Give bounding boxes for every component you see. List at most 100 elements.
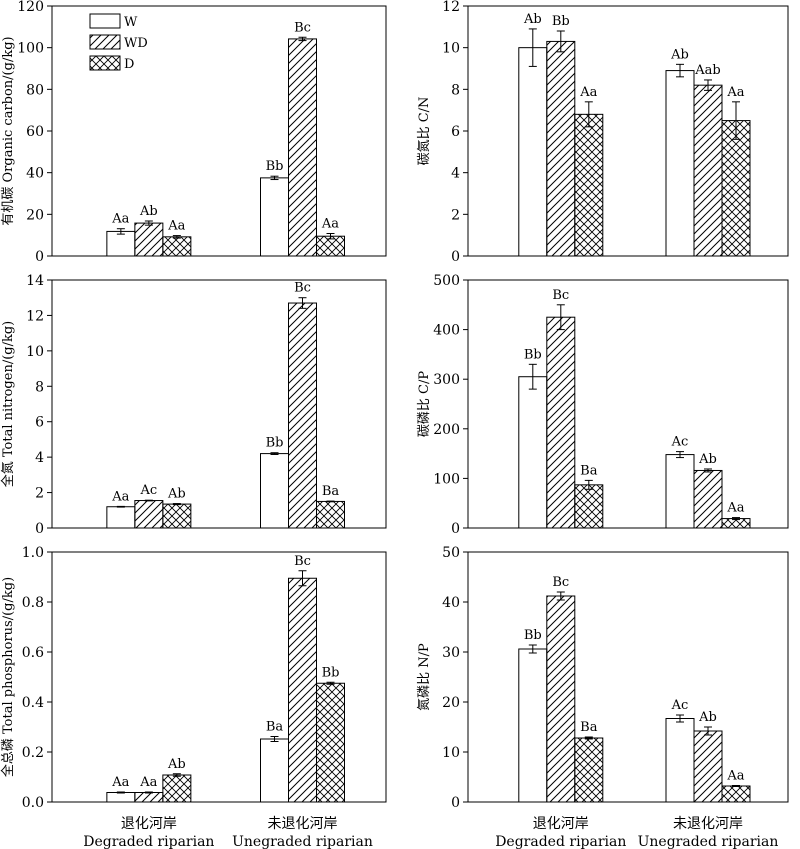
- bar-wd: [288, 38, 317, 257]
- bar-wd: [693, 730, 723, 803]
- y-tick-label: 20: [442, 695, 460, 711]
- panel-4: 0 100 200 300 400 500 碳磷比 C/P Bb Bc Ba Ac Ab Aa: [417, 273, 789, 537]
- panel-2: 0 2 4 6 8 10 12 碳氮比 C/N Ab Bb Aa Ab Aab Aa: [417, 0, 789, 265]
- bar-wd: [693, 469, 723, 529]
- significance-label: Ba: [580, 463, 598, 478]
- bar-w: [106, 506, 136, 529]
- bar-w: [665, 718, 695, 803]
- significance-label: Ab: [523, 12, 542, 27]
- bar-wd: [546, 40, 576, 257]
- significance-label: Aa: [167, 219, 185, 234]
- significance-label: Ab: [167, 487, 186, 502]
- significance-label: Aa: [111, 212, 129, 227]
- y-tick-label: 200: [433, 422, 460, 438]
- significance-label: Bb: [552, 14, 570, 29]
- panel-5: 0.0 0.2 0.4 0.6 0.8 1.0 全总磷 Total phosphorus/(…: [0, 545, 387, 811]
- bar-wd: [134, 222, 164, 257]
- y-tick-label: 0: [451, 521, 460, 537]
- bar-wd: [134, 792, 164, 803]
- y-tick-label: 100: [433, 471, 460, 487]
- y-tick-label: 12: [26, 308, 44, 324]
- y-tick-label: 10: [26, 344, 44, 360]
- y-tick-label: 2: [35, 486, 44, 502]
- y-tick-label: 6: [451, 124, 460, 140]
- y-tick-label: 10: [442, 41, 460, 57]
- significance-label: Bc: [294, 554, 311, 569]
- y-tick-label: 500: [433, 273, 460, 289]
- bar-wd: [546, 595, 576, 803]
- y-tick-label: 4: [35, 450, 44, 466]
- significance-label: Ba: [322, 484, 340, 499]
- y-tick-label: 0: [35, 249, 44, 265]
- significance-label: Bc: [294, 281, 311, 296]
- plot-frame: [467, 551, 789, 803]
- significance-label: Bc: [552, 575, 569, 590]
- bar-d: [162, 774, 192, 803]
- x-category-label-cn: 退化河岸: [533, 816, 589, 832]
- significance-label: Aa: [321, 217, 339, 232]
- y-tick-label: 50: [442, 545, 460, 561]
- y-tick-label: 0.6: [22, 645, 44, 661]
- significance-label: Ab: [670, 47, 689, 62]
- y-tick-label: 40: [442, 595, 460, 611]
- significance-label: Ba: [266, 720, 284, 735]
- significance-label: Bb: [266, 159, 284, 174]
- y-tick-label: 0: [35, 521, 44, 537]
- bar-d: [574, 113, 604, 257]
- legend-swatch-w: [89, 13, 121, 29]
- bar-w: [106, 230, 136, 257]
- y-axis-title: 有机碳 Organic carbon/(g/kg): [1, 36, 16, 225]
- y-tick-label: 300: [433, 372, 460, 388]
- legend-swatch-wd: [89, 34, 121, 50]
- y-axis-title: 全总磷 Total phosphorus/(g/kg): [0, 577, 16, 777]
- bar-wd: [288, 577, 317, 803]
- y-tick-label: 120: [17, 0, 44, 15]
- y-axis-title: 碳氮比 C/N: [417, 97, 432, 166]
- bar-w: [665, 454, 695, 529]
- y-tick-label: 14: [26, 273, 44, 289]
- bar-d: [721, 120, 751, 257]
- y-tick-label: 80: [26, 82, 44, 98]
- bar-w: [518, 376, 548, 529]
- bar-w: [260, 177, 289, 257]
- y-tick-label: 10: [442, 745, 460, 761]
- y-tick-label: 0.2: [22, 745, 44, 761]
- y-tick-label: 0.4: [22, 695, 44, 711]
- y-tick-label: 2: [451, 207, 460, 223]
- y-tick-label: 400: [433, 323, 460, 339]
- significance-label: Bb: [266, 436, 284, 451]
- y-tick-label: 12: [442, 0, 460, 15]
- bar-d: [316, 682, 345, 803]
- legend-label: D: [124, 57, 134, 72]
- y-tick-label: 0: [451, 249, 460, 265]
- y-tick-label: 6: [35, 415, 44, 431]
- significance-label: Aa: [111, 489, 129, 504]
- bar-w: [260, 453, 289, 529]
- x-category-label-cn: 退化河岸: [121, 816, 177, 832]
- significance-label: Bb: [322, 665, 340, 680]
- bar-d: [574, 484, 604, 529]
- y-axis-title: 碳磷比 C/P: [417, 371, 432, 437]
- x-category-label-en: Degraded riparian: [83, 834, 214, 849]
- y-tick-label: 100: [17, 41, 44, 57]
- bar-w: [518, 47, 548, 257]
- significance-label: Ba: [580, 720, 598, 735]
- x-category-label-en: Unegraded riparian: [232, 834, 373, 849]
- significance-label: Bc: [294, 20, 311, 35]
- significance-label: Aa: [726, 501, 744, 516]
- bar-d: [574, 737, 604, 803]
- significance-label: Ab: [167, 757, 186, 772]
- bar-d: [162, 236, 192, 257]
- y-tick-label: 0.8: [22, 595, 44, 611]
- bar-d: [162, 503, 192, 529]
- legend-label: W: [124, 15, 138, 30]
- bar-wd: [693, 84, 723, 257]
- x-category-label-cn: 未退化河岸: [673, 816, 743, 832]
- significance-label: Ac: [671, 435, 689, 450]
- y-tick-label: 1.0: [22, 545, 44, 561]
- plot-frame: [51, 279, 387, 529]
- y-tick-label: 8: [35, 379, 44, 395]
- significance-label: Aa: [111, 775, 129, 790]
- y-tick-label: 8: [451, 82, 460, 98]
